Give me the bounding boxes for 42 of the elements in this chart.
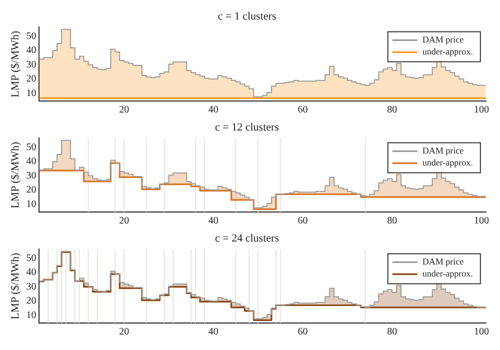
y-tick-label: 20 — [26, 184, 36, 196]
y-axis-title: LMP ($/MWh) — [9, 30, 22, 98]
y-tick-label: 50 — [26, 253, 36, 264]
y-tick-label: 10 — [26, 198, 36, 210]
x-tick-label: 100 — [474, 326, 489, 338]
y-tick-label: 10 — [26, 88, 36, 99]
y-tick-label: 50 — [26, 142, 36, 154]
y-tick-label: 30 — [26, 281, 36, 292]
legend-label: DAM price — [422, 256, 464, 267]
y-tick-label: 30 — [26, 59, 36, 70]
y-axis-title: LMP ($/MWh) — [9, 252, 22, 320]
x-tick-label: 20 — [119, 326, 130, 338]
legend-label: under-approx. — [422, 158, 473, 168]
x-tick-label: 80 — [387, 216, 398, 227]
x-tick-label: 80 — [387, 326, 398, 338]
y-tick-label: 40 — [26, 45, 36, 56]
legend-label: under-approx. — [422, 46, 473, 57]
x-tick-label: 60 — [298, 104, 308, 116]
x-tick-label: 60 — [298, 216, 308, 227]
y-axis-title: LMP ($/MWh) — [9, 142, 22, 208]
x-tick-label: 40 — [208, 326, 218, 338]
legend-label: under-approx. — [422, 268, 473, 279]
x-tick-label: 40 — [208, 216, 218, 227]
y-tick-label: 20 — [26, 296, 36, 307]
x-tick-label: 100 — [474, 216, 489, 227]
legend-label: DAM price — [422, 146, 464, 156]
x-tick-label: 60 — [298, 326, 308, 338]
chart-title: c = 12 clusters — [215, 121, 279, 134]
y-tick-label: 50 — [26, 31, 36, 42]
y-tick-label: 20 — [26, 74, 36, 85]
y-tick-label: 10 — [26, 310, 36, 321]
y-tick-label: 40 — [26, 267, 36, 278]
chart-title: c = 1 clusters — [218, 10, 276, 22]
x-tick-label: 100 — [474, 104, 489, 116]
legend-label: DAM price — [422, 34, 464, 45]
x-tick-label: 40 — [208, 104, 218, 116]
y-tick-label: 30 — [26, 170, 36, 182]
x-tick-label: 20 — [119, 216, 130, 227]
x-tick-label: 20 — [119, 104, 130, 116]
chart-title: c = 24 clusters — [215, 232, 279, 244]
y-tick-label: 40 — [26, 156, 36, 168]
x-tick-label: 80 — [387, 104, 398, 116]
